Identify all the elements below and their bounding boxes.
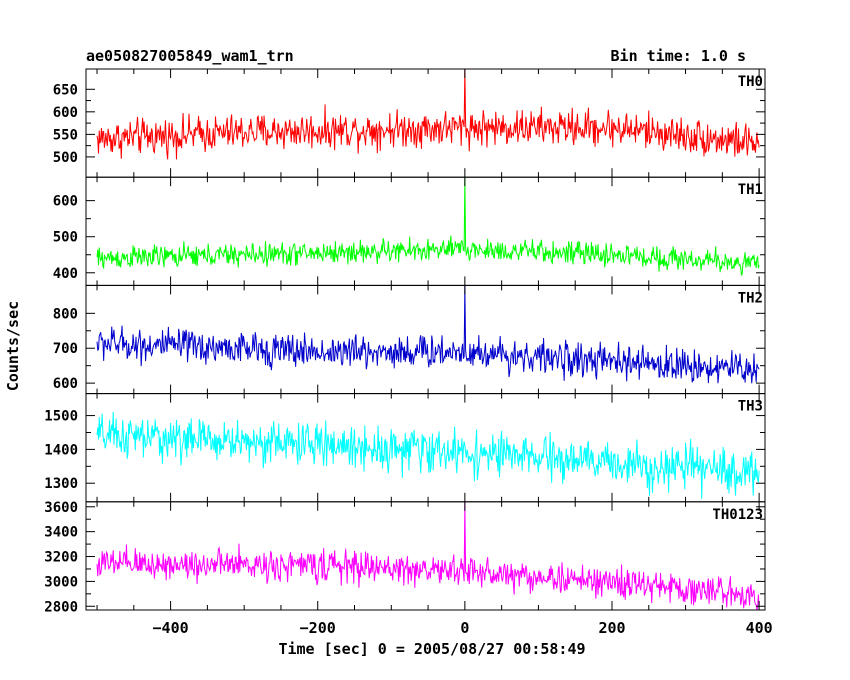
- panels: 500 550 600 650 TH0 400 500 600 TH1 600 700 800 TH2 1…: [44, 68, 773, 637]
- x-tick-label: −400: [153, 619, 189, 637]
- series-label-th1: TH1: [738, 182, 763, 198]
- panel-frame-th0123: [85, 501, 766, 611]
- series-line-th2: [96, 285, 760, 384]
- series-label-th0123: TH0123: [712, 507, 763, 523]
- y-axis-label: Counts/sec: [4, 301, 22, 391]
- y-tick-label: 3000: [44, 574, 78, 590]
- y-tick-label: 650: [53, 82, 78, 98]
- y-tick-label: 800: [53, 306, 78, 322]
- y-tick-label: 3600: [44, 500, 78, 516]
- series-label-th3: TH3: [738, 399, 763, 415]
- y-tick-label: 2800: [44, 599, 78, 615]
- y-tick-label: 1400: [44, 442, 78, 458]
- y-tick-label: 550: [53, 127, 78, 143]
- x-tick-label: 200: [598, 619, 625, 637]
- bin-time-label: Bin time: 1.0 s: [611, 47, 746, 65]
- y-tick-label: 600: [53, 105, 78, 121]
- x-tick-label: −200: [300, 619, 336, 637]
- x-tick-label: 400: [746, 619, 773, 637]
- x-axis-label: Time [sec] 0 = 2005/08/27 00:58:49: [278, 640, 585, 658]
- y-tick-label: 400: [53, 266, 78, 282]
- y-tick-label: 3200: [44, 550, 78, 566]
- series-line-th0: [96, 69, 760, 160]
- y-tick-label: 1500: [44, 409, 78, 425]
- series-line-th1: [96, 177, 760, 276]
- y-tick-label: 1300: [44, 476, 78, 492]
- y-tick-label: 500: [53, 230, 78, 246]
- panel-frame-th2: [85, 284, 766, 395]
- y-tick-label: 600: [53, 194, 78, 210]
- y-tick-label: 700: [53, 341, 78, 357]
- series-line-th3: [96, 411, 760, 499]
- series-line-th0123: [96, 501, 760, 610]
- series-label-th0: TH0: [738, 74, 763, 90]
- series-label-th2: TH2: [738, 290, 763, 306]
- y-tick-label: 500: [53, 150, 78, 166]
- y-tick-label: 3400: [44, 525, 78, 541]
- x-tick-label: 0: [460, 619, 469, 637]
- y-tick-label: 600: [53, 376, 78, 392]
- chart-title: ae050827005849_wam1_trn: [86, 47, 294, 65]
- panel-frame-th1: [85, 176, 766, 286]
